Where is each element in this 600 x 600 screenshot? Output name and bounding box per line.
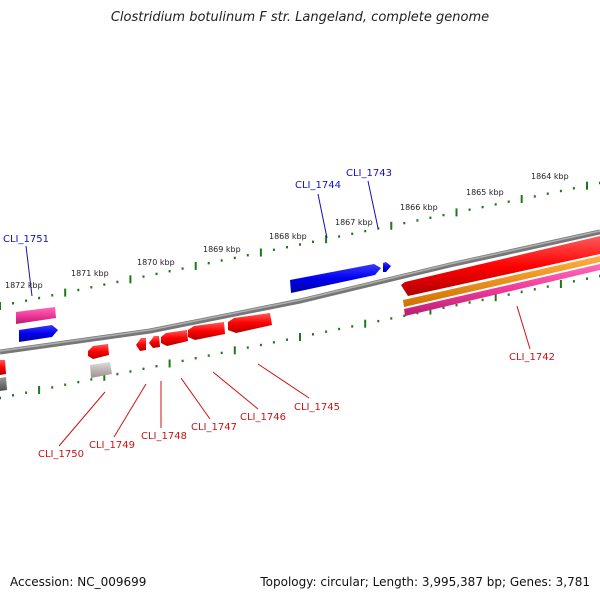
cds-cli-1742-orange[interactable]	[403, 256, 600, 307]
scale-label: 1870 kbp	[137, 258, 175, 267]
gene-label-cli-1745[interactable]: CLI_1745	[294, 402, 340, 413]
leader-cli-1751	[25, 245, 33, 297]
gene-label-cli-1747[interactable]: CLI_1747	[191, 422, 237, 433]
gene-cli-1750[interactable]	[88, 344, 109, 359]
leader-cli-1747	[180, 377, 211, 420]
gene-label-cli-1746[interactable]: CLI_1746	[240, 412, 286, 423]
gene-cli-1749[interactable]	[136, 338, 146, 351]
leader-cli-1743	[367, 180, 379, 229]
leader-cli-1744	[317, 193, 328, 239]
genome-backbone	[0, 229, 600, 355]
gene-cli-1747[interactable]	[161, 330, 188, 346]
gene-label-cli-1742[interactable]: CLI_1742	[509, 352, 555, 363]
topology-text: Topology: circular; Length: 3,995,387 bp…	[260, 575, 590, 589]
pseudogene-cli-1750[interactable]	[90, 362, 112, 378]
cds-cli-1742-pink[interactable]	[404, 264, 600, 316]
forward-strand-features	[16, 236, 600, 342]
scale-label: 1867 kbp	[335, 218, 373, 227]
reverse-gene-labels: CLI_1742 CLI_1745 CLI_1746 CLI_1747 CLI_…	[38, 352, 555, 460]
scale-labels: 1864 kbp 1865 kbp 1866 kbp 1867 kbp 1868…	[5, 172, 569, 290]
label-leader-lines	[25, 180, 531, 447]
scale-label: 1864 kbp	[531, 172, 569, 181]
gene-cli-1744[interactable]	[290, 264, 381, 293]
upper-tick-ring	[0, 181, 600, 310]
gene-label-cli-1749[interactable]: CLI_1749	[89, 440, 135, 451]
leader-cli-1742	[516, 305, 531, 350]
scale-label: 1865 kbp	[466, 188, 504, 197]
map-title: Clostridium botulinum F str. Langeland, …	[110, 10, 490, 25]
rna-cli-1751-region[interactable]	[16, 307, 56, 324]
cds-cli-1742-red[interactable]	[401, 236, 600, 296]
gene-edge-left-red[interactable]	[0, 360, 6, 375]
gene-cli-1746[interactable]	[188, 322, 225, 340]
accession-text: Accession: NC_009699	[10, 575, 147, 589]
genome-backbone-highlight	[0, 230, 600, 352]
scale-label: 1868 kbp	[269, 232, 307, 241]
reverse-strand-features	[0, 313, 272, 391]
leader-cli-1750	[58, 391, 106, 447]
scale-label: 1866 kbp	[400, 203, 438, 212]
scale-label: 1872 kbp	[5, 281, 43, 290]
gene-cli-1743[interactable]	[383, 262, 391, 272]
gene-edge-left-gray[interactable]	[0, 377, 7, 391]
lower-tick-ring	[0, 274, 600, 400]
scale-label: 1871 kbp	[71, 269, 109, 278]
gene-cli-1745[interactable]	[228, 313, 272, 333]
gene-cli-1748[interactable]	[149, 336, 160, 348]
scale-label: 1869 kbp	[203, 245, 241, 254]
forward-gene-labels: CLI_1743 CLI_1744 CLI_1751	[3, 168, 392, 245]
leader-cli-1745	[257, 363, 310, 399]
leader-cli-1746	[212, 371, 259, 410]
gene-label-cli-1750[interactable]: CLI_1750	[38, 449, 84, 460]
gene-label-cli-1748[interactable]: CLI_1748	[141, 431, 187, 442]
gene-label-cli-1743[interactable]: CLI_1743	[346, 168, 392, 179]
gene-cli-1751[interactable]	[19, 325, 58, 342]
gene-label-cli-1751[interactable]: CLI_1751	[3, 234, 49, 245]
leader-cli-1749	[113, 383, 147, 438]
gene-label-cli-1744[interactable]: CLI_1744	[295, 180, 341, 191]
